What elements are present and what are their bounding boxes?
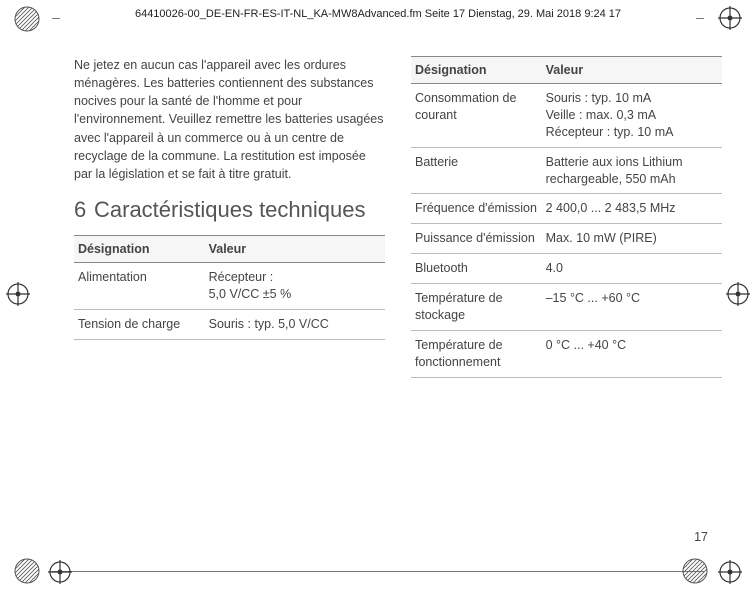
page-number: 17: [694, 530, 708, 544]
spec-table-left: Désignation Valeur AlimentationRécepteur…: [74, 235, 385, 340]
cell-designation: Consommation de courant: [411, 84, 542, 148]
th-designation: Désignation: [74, 236, 205, 263]
right-column: Désignation Valeur Consommation de coura…: [411, 56, 722, 550]
section-heading: 6Caractéristiques techniques: [74, 197, 385, 223]
table-row: Bluetooth4.0: [411, 254, 722, 284]
cell-valeur: Récepteur : 5,0 V/CC ±5 %: [205, 263, 385, 310]
cell-valeur: 0 °C ... +40 °C: [542, 330, 722, 377]
cell-designation: Bluetooth: [411, 254, 542, 284]
section-title: Caractéristiques techniques: [94, 197, 381, 223]
table-row: Consommation de courantSouris : typ. 10 …: [411, 84, 722, 148]
th-valeur: Valeur: [542, 57, 722, 84]
cell-designation: Puissance d'émission: [411, 224, 542, 254]
table-row: Puissance d'émissionMax. 10 mW (PIRE): [411, 224, 722, 254]
page-content: Ne jetez en aucun cas l'appareil avec le…: [74, 56, 722, 550]
table-row: BatterieBatterie aux ions Lithium rechar…: [411, 147, 722, 194]
hatch-mark: [14, 558, 40, 584]
cell-valeur: –15 °C ... +60 °C: [542, 284, 722, 331]
cell-valeur: Souris : typ. 10 mA Veille : max. 0,3 mA…: [542, 84, 722, 148]
body-paragraph: Ne jetez en aucun cas l'appareil avec le…: [74, 56, 385, 183]
cell-designation: Batterie: [411, 147, 542, 194]
section-number: 6: [74, 197, 94, 223]
registration-mark: [718, 560, 742, 584]
cell-valeur: Max. 10 mW (PIRE): [542, 224, 722, 254]
th-valeur: Valeur: [205, 236, 385, 263]
cell-designation: Tension de charge: [74, 310, 205, 340]
cell-designation: Fréquence d'émission: [411, 194, 542, 224]
doc-header: 64410026-00_DE-EN-FR-ES-IT-NL_KA-MW8Adva…: [60, 8, 696, 20]
table-row: Température de stockage–15 °C ... +60 °C: [411, 284, 722, 331]
cell-designation: Température de stockage: [411, 284, 542, 331]
hatch-mark: [14, 6, 40, 32]
spec-table-right: Désignation Valeur Consommation de coura…: [411, 56, 722, 378]
left-column: Ne jetez en aucun cas l'appareil avec le…: [74, 56, 385, 550]
cell-valeur: Souris : typ. 5,0 V/CC: [205, 310, 385, 340]
hatch-mark: [682, 558, 708, 584]
table-row: Température de fonctionnement0 °C ... +4…: [411, 330, 722, 377]
cell-valeur: 2 400,0 ... 2 483,5 MHz: [542, 194, 722, 224]
cell-valeur: Batterie aux ions Lithium rechargeable, …: [542, 147, 722, 194]
cell-designation: Alimentation: [74, 263, 205, 310]
cell-designation: Température de fonctionnement: [411, 330, 542, 377]
th-designation: Désignation: [411, 57, 542, 84]
registration-mark: [6, 282, 30, 306]
registration-mark: [726, 282, 750, 306]
table-row: Fréquence d'émission2 400,0 ... 2 483,5 …: [411, 194, 722, 224]
cell-valeur: 4.0: [542, 254, 722, 284]
registration-mark: [48, 560, 72, 584]
registration-mark: [718, 6, 742, 30]
table-row: AlimentationRécepteur : 5,0 V/CC ±5 %: [74, 263, 385, 310]
crop-line-bottom: [52, 571, 704, 572]
table-row: Tension de chargeSouris : typ. 5,0 V/CC: [74, 310, 385, 340]
